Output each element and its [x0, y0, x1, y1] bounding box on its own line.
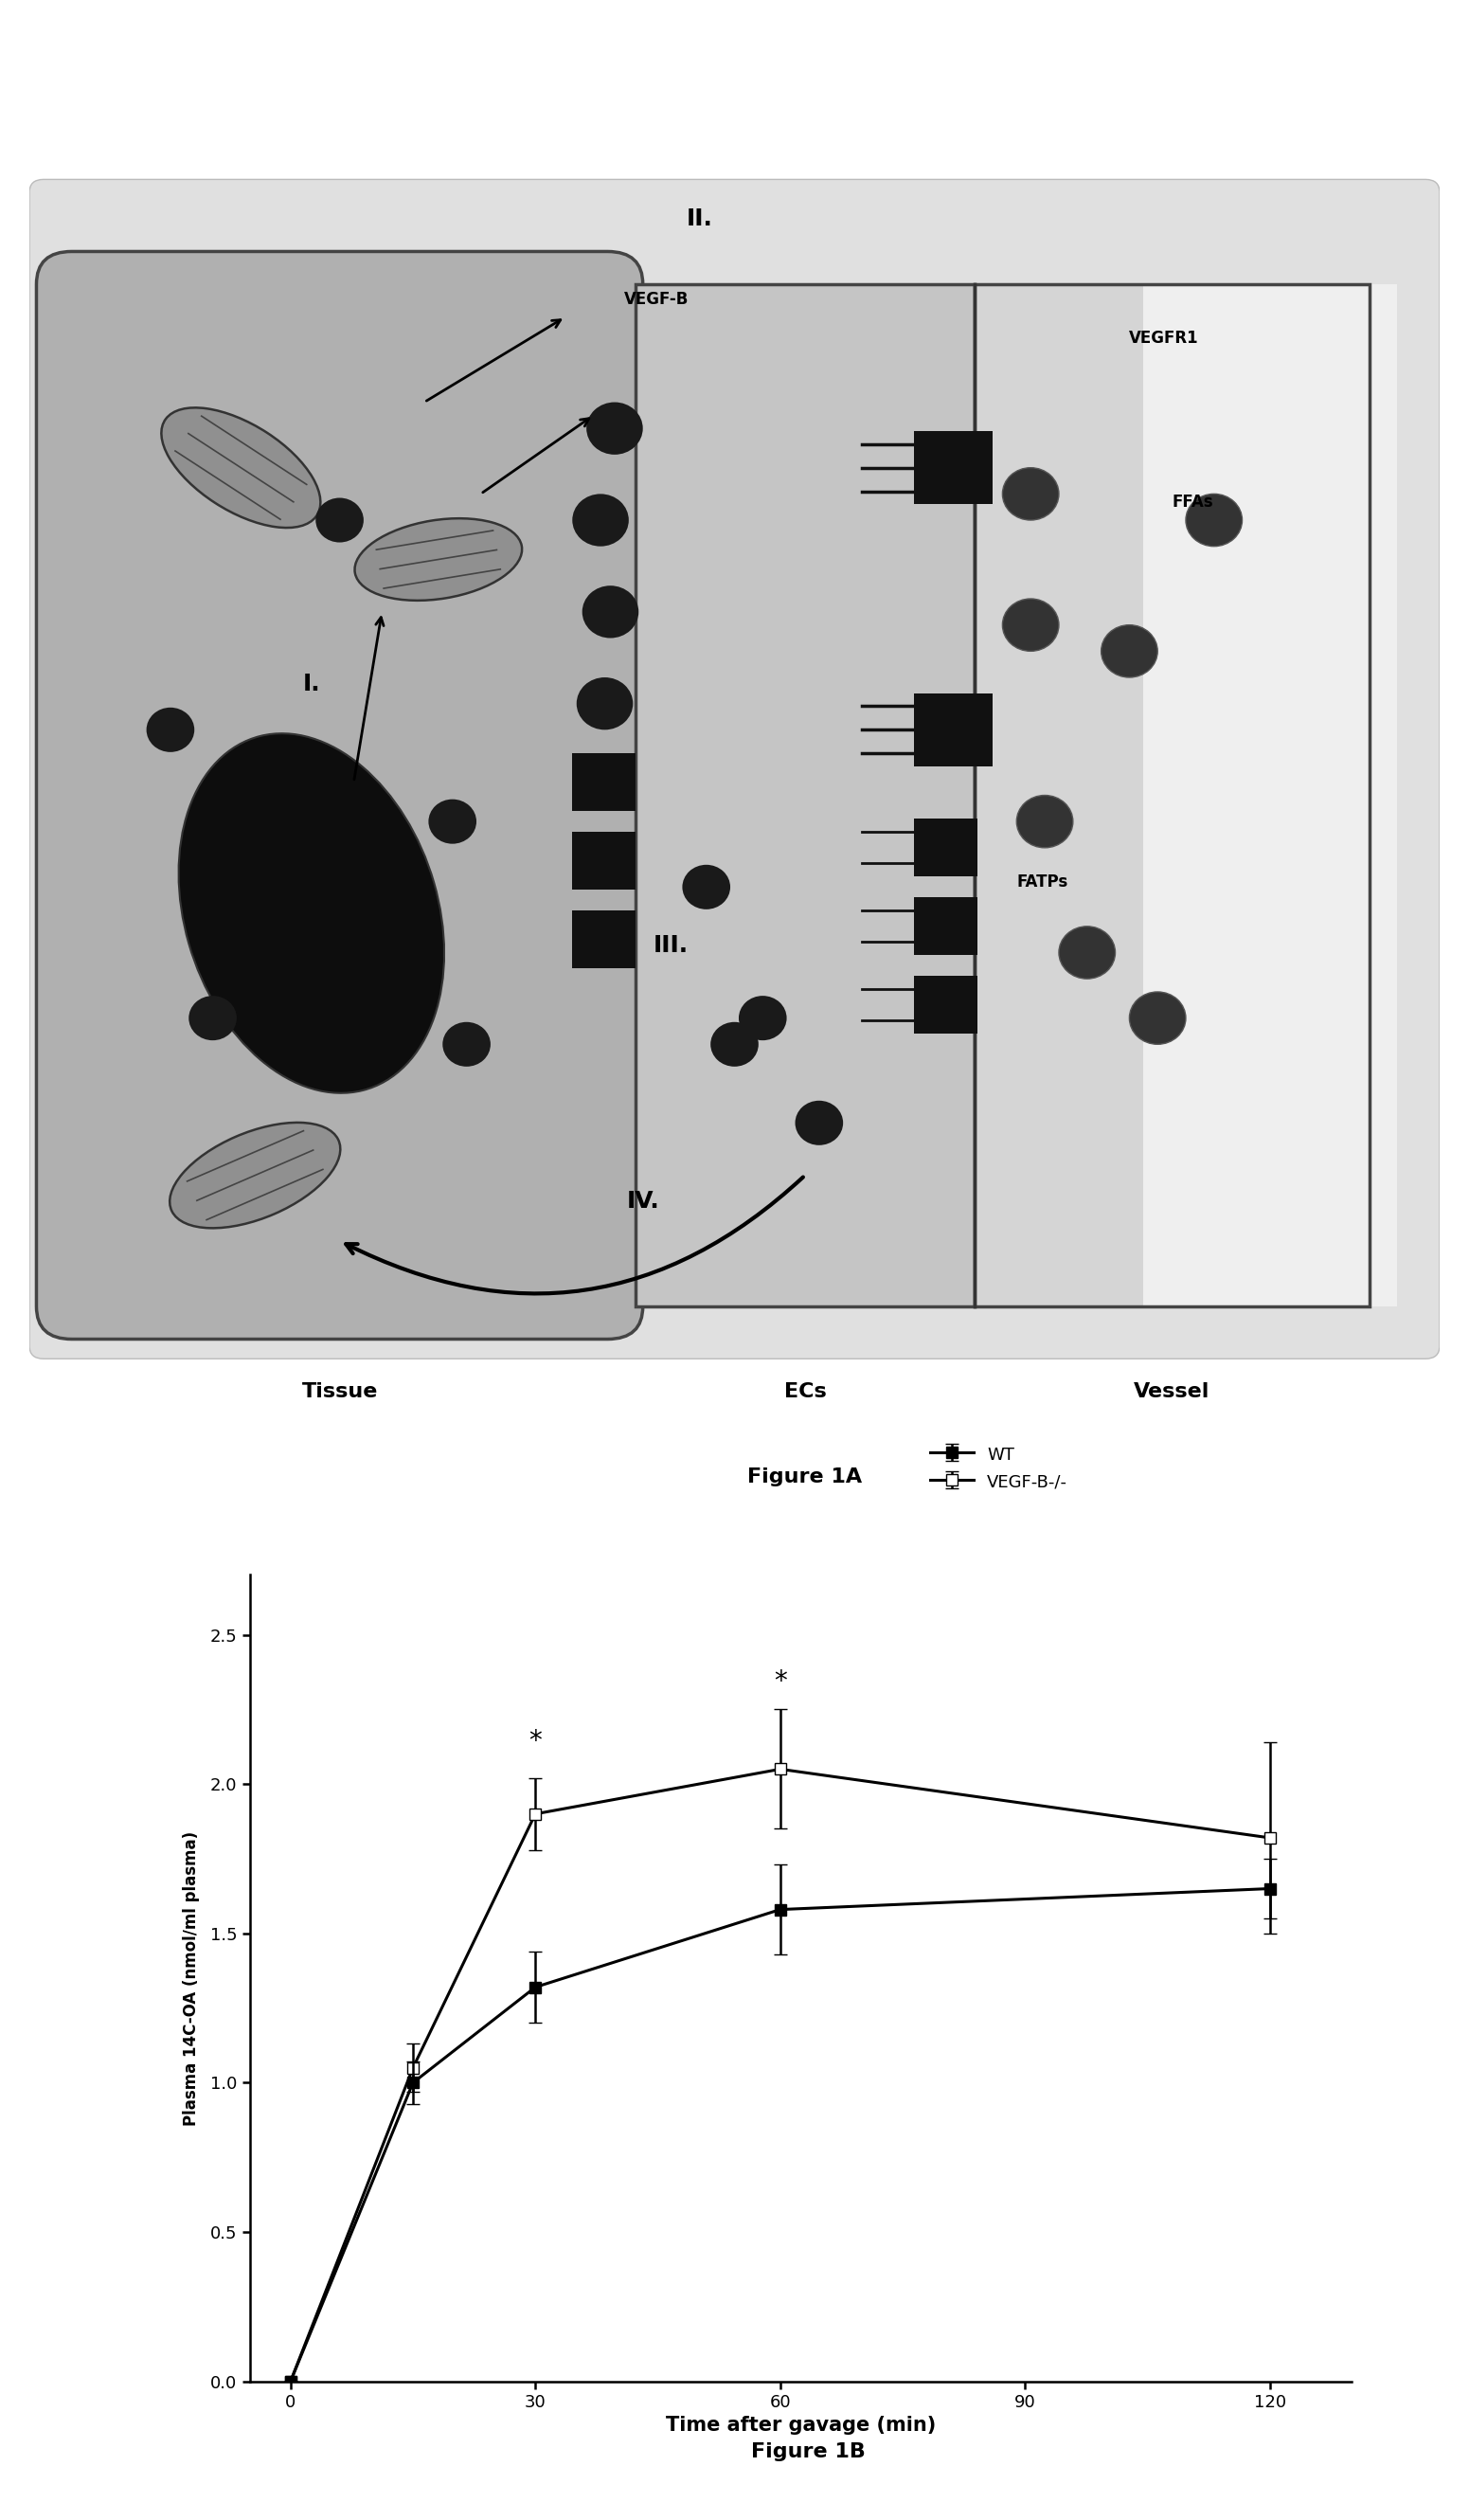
FancyBboxPatch shape	[37, 252, 643, 1338]
Bar	[573, 832, 636, 890]
Text: FATPs: FATPs	[1017, 874, 1068, 892]
Circle shape	[1002, 469, 1059, 519]
Circle shape	[586, 403, 643, 454]
Bar	[914, 897, 977, 955]
Bar	[914, 431, 993, 504]
Circle shape	[1002, 600, 1059, 650]
Circle shape	[573, 494, 629, 547]
Text: *: *	[529, 1729, 542, 1754]
Circle shape	[429, 799, 476, 844]
Circle shape	[188, 995, 237, 1041]
Bar	[1143, 285, 1397, 1305]
Text: *: *	[774, 1668, 787, 1693]
Circle shape	[1130, 993, 1185, 1043]
Circle shape	[147, 708, 194, 751]
Y-axis label: Plasma 14C-OA (nmol/ml plasma): Plasma 14C-OA (nmol/ml plasma)	[182, 1832, 200, 2124]
Text: FFAs: FFAs	[1172, 494, 1213, 512]
Circle shape	[711, 1023, 758, 1066]
Bar	[573, 753, 636, 811]
Circle shape	[316, 499, 364, 542]
X-axis label: Time after gavage (min): Time after gavage (min)	[665, 2417, 936, 2434]
Circle shape	[1059, 927, 1115, 978]
Bar	[573, 910, 636, 968]
Text: IV.: IV.	[626, 1189, 660, 1212]
Text: Tissue: Tissue	[301, 1381, 378, 1401]
Circle shape	[442, 1023, 491, 1066]
Bar	[974, 285, 1143, 1305]
Text: III.: III.	[654, 935, 689, 958]
Bar	[914, 819, 977, 877]
Circle shape	[1102, 625, 1158, 678]
Circle shape	[682, 864, 730, 910]
Text: I.: I.	[303, 673, 320, 696]
Text: Vessel: Vessel	[1134, 1381, 1210, 1401]
Ellipse shape	[170, 1121, 341, 1227]
Circle shape	[1017, 796, 1072, 847]
Circle shape	[1185, 494, 1243, 547]
Circle shape	[576, 678, 633, 731]
Legend: WT, VEGF-B-/-: WT, VEGF-B-/-	[924, 1439, 1074, 1497]
Circle shape	[795, 1101, 843, 1144]
Ellipse shape	[354, 519, 521, 600]
Text: VEGF-B: VEGF-B	[624, 290, 689, 307]
Ellipse shape	[162, 408, 320, 527]
FancyBboxPatch shape	[29, 179, 1440, 1358]
Circle shape	[582, 585, 639, 638]
Text: Figure 1A: Figure 1A	[748, 1467, 862, 1487]
Ellipse shape	[179, 733, 444, 1094]
Text: ECs: ECs	[784, 1381, 826, 1401]
Bar	[636, 285, 974, 1305]
Circle shape	[739, 995, 787, 1041]
Text: VEGFR1: VEGFR1	[1130, 330, 1199, 348]
Bar	[914, 975, 977, 1033]
Text: II.: II.	[686, 207, 712, 229]
Text: Figure 1B: Figure 1B	[751, 2442, 865, 2462]
Bar	[974, 285, 1369, 1305]
Bar	[914, 693, 993, 766]
